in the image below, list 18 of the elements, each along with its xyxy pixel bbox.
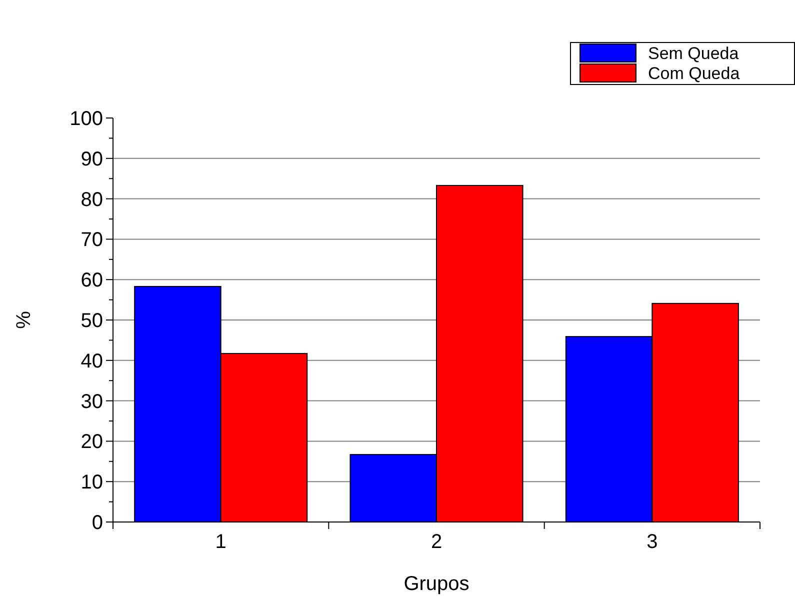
y-tick-label: 50: [80, 310, 103, 332]
y-tick-label: 70: [80, 229, 103, 252]
x-tick-label: 1: [215, 531, 226, 553]
y-tick-label: 0: [92, 512, 103, 534]
x-tick-label: 2: [430, 531, 442, 553]
y-tick-label: 20: [80, 431, 103, 454]
y-tick-label: 80: [80, 188, 103, 211]
y-tick-label: 10: [80, 472, 103, 494]
y-tick-label: 100: [70, 108, 103, 130]
x-tick-label: 3: [646, 531, 658, 553]
x-axis-title: Grupos: [404, 573, 470, 595]
legend-label: Com Queda: [648, 64, 740, 83]
y-tick-label: 60: [80, 270, 103, 292]
y-tick-label: 30: [80, 390, 103, 413]
y-axis-title: %: [13, 310, 35, 329]
y-tick-label: 40: [80, 350, 103, 372]
legend-label: Sem Queda: [648, 44, 740, 63]
y-tick-label: 90: [80, 148, 103, 170]
